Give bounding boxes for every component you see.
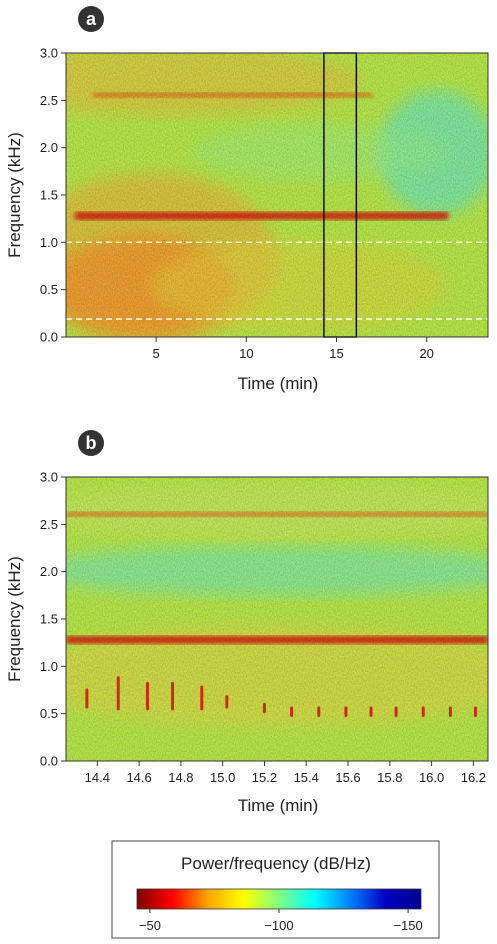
x-tick-label: 10 (239, 346, 253, 361)
colorbar-ticks: −50 −100 −150 (139, 909, 423, 933)
panel-a: a 0.0 0.5 1.0 1.5 2.0 2.5 3.0 5 10 15 20 Time (min… (5, 6, 489, 393)
panel-a-badge: a (78, 6, 104, 32)
panel-a-spectrogram (66, 52, 488, 338)
panel-a-axes: 0.0 0.5 1.0 1.5 2.0 2.5 3.0 5 10 15 20 (40, 46, 489, 361)
y-tick-label: 0.5 (40, 282, 58, 297)
x-tick-label: 15.8 (377, 770, 402, 785)
panel-a-y-axis-label: Frequency (kHz) (5, 132, 24, 258)
panel-b: b 0.0 0.5 1.0 1.5 2.0 2.5 3.0 14.4 14.6 14.8 15.0 1… (5, 430, 489, 815)
x-tick-label: 15.0 (210, 770, 235, 785)
colorbar-legend: Power/frequency (dB/Hz) −50 −100 −150 (111, 840, 440, 939)
panel-a-badge-circle (78, 6, 104, 32)
y-tick-label: 2.0 (40, 140, 58, 155)
x-tick-label: 14.4 (85, 770, 110, 785)
x-tick-label: 16.0 (419, 770, 444, 785)
y-tick-label: 1.0 (40, 235, 58, 250)
x-tick-label: 15.6 (335, 770, 360, 785)
colorbar-gradient (136, 888, 422, 910)
y-tick-label: 1.0 (40, 659, 58, 674)
panel-b-badge: b (78, 430, 104, 456)
panel-b-badge-circle (78, 430, 104, 456)
y-tick-label: 3.0 (40, 470, 58, 485)
spectrogram-noise (66, 477, 488, 761)
colorbar-tick-label: −150 (393, 918, 422, 933)
panel-b-badge-label: b (86, 433, 97, 453)
x-tick-label: 14.8 (168, 770, 193, 785)
y-tick-label: 1.5 (40, 188, 58, 203)
x-tick-label: 15 (329, 346, 343, 361)
panel-a-x-axis-label: Time (min) (238, 374, 319, 393)
colorbar-title: Power/frequency (dB/Hz) (181, 854, 371, 873)
colorbar-tick-label: −50 (139, 918, 161, 933)
y-tick-label: 0.0 (40, 754, 58, 769)
x-tick-label: 15.4 (294, 770, 319, 785)
spectrogram-noise (66, 53, 488, 337)
y-tick-label: 2.5 (40, 93, 58, 108)
y-tick-label: 2.0 (40, 564, 58, 579)
y-tick-label: 0.5 (40, 706, 58, 721)
panel-b-y-axis-label: Frequency (kHz) (5, 556, 24, 682)
y-tick-label: 2.5 (40, 517, 58, 532)
y-tick-label: 1.5 (40, 612, 58, 627)
y-tick-label: 3.0 (40, 46, 58, 61)
panel-a-badge-label: a (86, 9, 97, 29)
panel-b-axes: 0.0 0.5 1.0 1.5 2.0 2.5 3.0 14.4 14.6 14.8 15.0 15.… (40, 470, 489, 785)
x-tick-label: 16.2 (461, 770, 486, 785)
x-tick-label: 20 (419, 346, 433, 361)
x-tick-label: 5 (153, 346, 160, 361)
panel-b-x-axis-label: Time (min) (238, 796, 319, 815)
x-tick-label: 15.2 (252, 770, 277, 785)
panel-b-spectrogram (66, 477, 488, 761)
y-tick-label: 0.0 (40, 330, 58, 345)
x-tick-label: 14.6 (126, 770, 151, 785)
colorbar-tick-label: −100 (264, 918, 293, 933)
